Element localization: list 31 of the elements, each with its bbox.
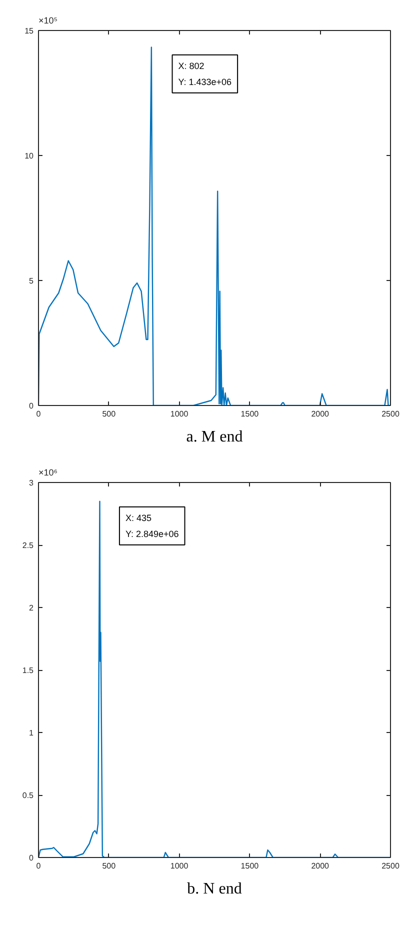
text: b. N end: [187, 880, 242, 898]
text: ×10⁶: [38, 468, 58, 478]
x-tick-label: 2000: [311, 862, 330, 870]
x-tick-label: 1000: [170, 862, 189, 870]
x-tick-label: 2000: [311, 410, 330, 418]
y-tick-label: 15: [24, 26, 34, 36]
y-tick-label: 0: [29, 854, 34, 862]
text: a. M end: [186, 428, 243, 446]
y-tick-label: 10: [24, 152, 34, 160]
annotation: X: 435: [125, 512, 152, 523]
x-tick-label: 1500: [240, 862, 260, 870]
x-tick-label: 2500: [382, 410, 400, 418]
y-tick-label: 2.5: [22, 541, 34, 550]
annotation: Y: 2.849e+06: [125, 528, 179, 539]
text: ×10⁵: [38, 16, 58, 26]
x-tick-label: 500: [102, 862, 116, 870]
y-tick-label: 2: [29, 604, 34, 612]
y-tick-label: 5: [29, 276, 34, 286]
x-tick-label: 2500: [382, 862, 400, 870]
y-tick-label: 0.5: [22, 791, 34, 800]
annotation: Y: 1.433e+06: [178, 76, 232, 87]
annotation: X: 802: [178, 60, 204, 71]
x-tick-label: 0: [36, 410, 42, 418]
x-tick-label: 1500: [240, 410, 260, 418]
y-tick-label: 1.5: [22, 666, 34, 675]
y-tick-label: 1: [29, 728, 34, 738]
x-tick-label: 0: [36, 862, 42, 870]
y-tick-label: 0: [29, 402, 34, 410]
y-tick-label: 3: [29, 478, 34, 488]
x-tick-label: 500: [102, 410, 116, 418]
x-tick-label: 1000: [170, 410, 189, 418]
